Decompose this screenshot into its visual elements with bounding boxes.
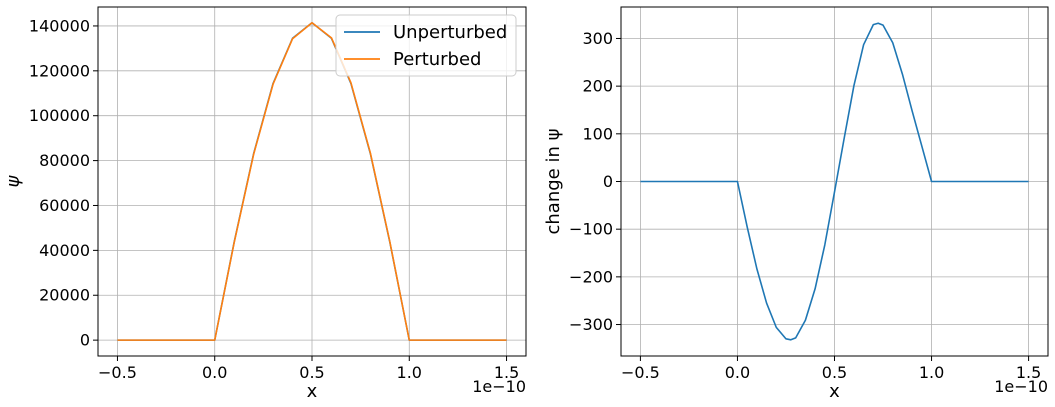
psi-plot-ylabel: ψ — [3, 174, 24, 187]
y-tick-label: 100000 — [29, 106, 90, 125]
x-tick-label: −0.5 — [98, 363, 137, 382]
y-tick-label: −300 — [569, 315, 613, 334]
legend-label-unperturbed: Unperturbed — [393, 22, 507, 43]
change-plot-x-offset-text: 1e−10 — [994, 377, 1048, 396]
change-plot-ylabel: change in ψ — [543, 129, 564, 235]
y-tick-label: 60000 — [39, 196, 90, 215]
x-tick-label: 0.0 — [202, 363, 227, 382]
y-tick-label: −200 — [569, 267, 613, 286]
x-tick-label: 0.5 — [822, 363, 847, 382]
series-line-perturbed — [117, 21, 507, 341]
psi-plot: −0.5 0.0 0.5 1.0 1.5 0 20000 40000 60000 80000 100… — [3, 6, 527, 402]
change-in-psi-plot: −0.5 0.0 0.5 1.0 1.5 −300 −200 −100 0 100 200 300 x… — [543, 6, 1049, 402]
y-tick-label: 40000 — [39, 241, 90, 260]
y-tick-label: 300 — [582, 29, 613, 48]
y-tick-label: −100 — [569, 220, 613, 239]
x-tick-label: 0.5 — [299, 363, 324, 382]
x-tick-label: −0.5 — [621, 363, 660, 382]
x-tick-label: 1.5 — [494, 363, 519, 382]
y-tick-label: 120000 — [29, 61, 90, 80]
x-tick-label: 1.5 — [1016, 363, 1041, 382]
y-tick-label: 0 — [80, 331, 90, 350]
legend-label-perturbed: Perturbed — [393, 49, 481, 70]
y-tick-label: 200 — [582, 77, 613, 96]
psi-plot-xlabel: x — [307, 381, 318, 402]
psi-plot-legend: Unperturbed Perturbed — [335, 14, 517, 77]
y-tick-label: 20000 — [39, 286, 90, 305]
y-tick-label: 140000 — [29, 16, 90, 35]
x-tick-label: 0.0 — [725, 363, 750, 382]
change-plot-xlabel: x — [829, 381, 840, 402]
x-tick-label: 1.0 — [397, 363, 422, 382]
y-tick-label: 100 — [582, 124, 613, 143]
y-tick-label: 80000 — [39, 151, 90, 170]
legend-box — [335, 14, 517, 77]
x-tick-label: 1.0 — [919, 363, 944, 382]
series-line-change — [640, 22, 1029, 341]
psi-plot-x-offset-text: 1e−10 — [472, 377, 526, 396]
y-tick-label: 0 — [603, 172, 613, 191]
